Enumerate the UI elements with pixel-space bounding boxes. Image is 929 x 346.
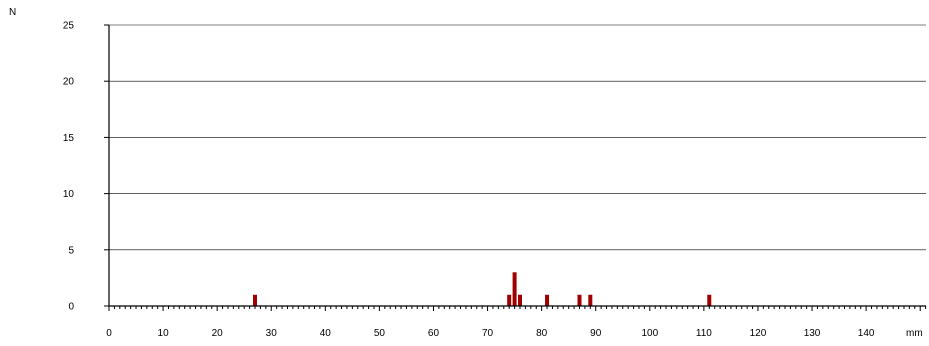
x-tick-label: 40 xyxy=(320,328,332,339)
y-tick-label: 10 xyxy=(63,189,75,200)
y-tick-label: 25 xyxy=(63,21,75,32)
x-tick-label: 80 xyxy=(536,328,548,339)
x-tick-label: 120 xyxy=(750,328,767,339)
bar xyxy=(253,294,258,306)
x-tick-label: 50 xyxy=(374,328,386,339)
x-tick-label: 140 xyxy=(858,328,875,339)
axes xyxy=(104,24,927,311)
y-tick-label: 0 xyxy=(68,302,74,313)
x-tick-label: 100 xyxy=(641,328,658,339)
x-tick-label: 130 xyxy=(804,328,821,339)
x-tick-label: 110 xyxy=(696,328,712,339)
bar xyxy=(588,294,593,306)
x-axis-unit: mm xyxy=(906,328,923,339)
bar xyxy=(512,272,517,306)
y-tick-label: 20 xyxy=(63,77,75,88)
x-tick-label: 90 xyxy=(590,328,602,339)
y-axis-unit: N xyxy=(9,7,16,18)
bar xyxy=(518,294,523,306)
x-tick-label: 10 xyxy=(158,328,170,339)
bar xyxy=(507,294,512,306)
bars xyxy=(253,272,712,306)
x-tick-label: 20 xyxy=(212,328,224,339)
x-tick-label: 70 xyxy=(482,328,494,339)
x-tick-label: 0 xyxy=(106,328,112,339)
y-tick-label: 15 xyxy=(63,133,75,144)
bar xyxy=(707,294,712,306)
tick-labels: 0 5 10 15 20 25 0 10 20 30 40 50 60 70 80 90 100 110 120 13… xyxy=(63,21,875,340)
x-tick-label: 60 xyxy=(428,328,440,339)
bar xyxy=(577,294,582,306)
grid-lines xyxy=(109,24,926,251)
x-tick-label: 30 xyxy=(266,328,278,339)
y-tick-label: 5 xyxy=(68,245,74,256)
bar xyxy=(545,294,550,306)
